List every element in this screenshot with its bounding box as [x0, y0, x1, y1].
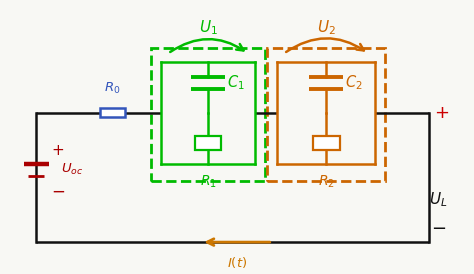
- Text: $U_2$: $U_2$: [317, 18, 336, 37]
- Text: $+$: $+$: [51, 143, 64, 158]
- Text: $+$: $+$: [434, 104, 449, 122]
- Text: $U_L$: $U_L$: [428, 190, 447, 209]
- FancyBboxPatch shape: [100, 109, 125, 117]
- Text: $-$: $-$: [431, 218, 446, 236]
- Text: $C_2$: $C_2$: [345, 73, 363, 92]
- FancyBboxPatch shape: [313, 136, 339, 150]
- Text: $R_2$: $R_2$: [318, 174, 335, 190]
- Text: $C_1$: $C_1$: [227, 73, 245, 92]
- Text: $I(t)$: $I(t)$: [227, 255, 247, 270]
- Text: $R_1$: $R_1$: [200, 174, 217, 190]
- Text: $R_0$: $R_0$: [104, 81, 120, 96]
- Text: $-$: $-$: [51, 182, 65, 200]
- FancyBboxPatch shape: [195, 136, 221, 150]
- Text: $U_{oc}$: $U_{oc}$: [61, 162, 83, 178]
- Text: $U_1$: $U_1$: [199, 18, 218, 37]
